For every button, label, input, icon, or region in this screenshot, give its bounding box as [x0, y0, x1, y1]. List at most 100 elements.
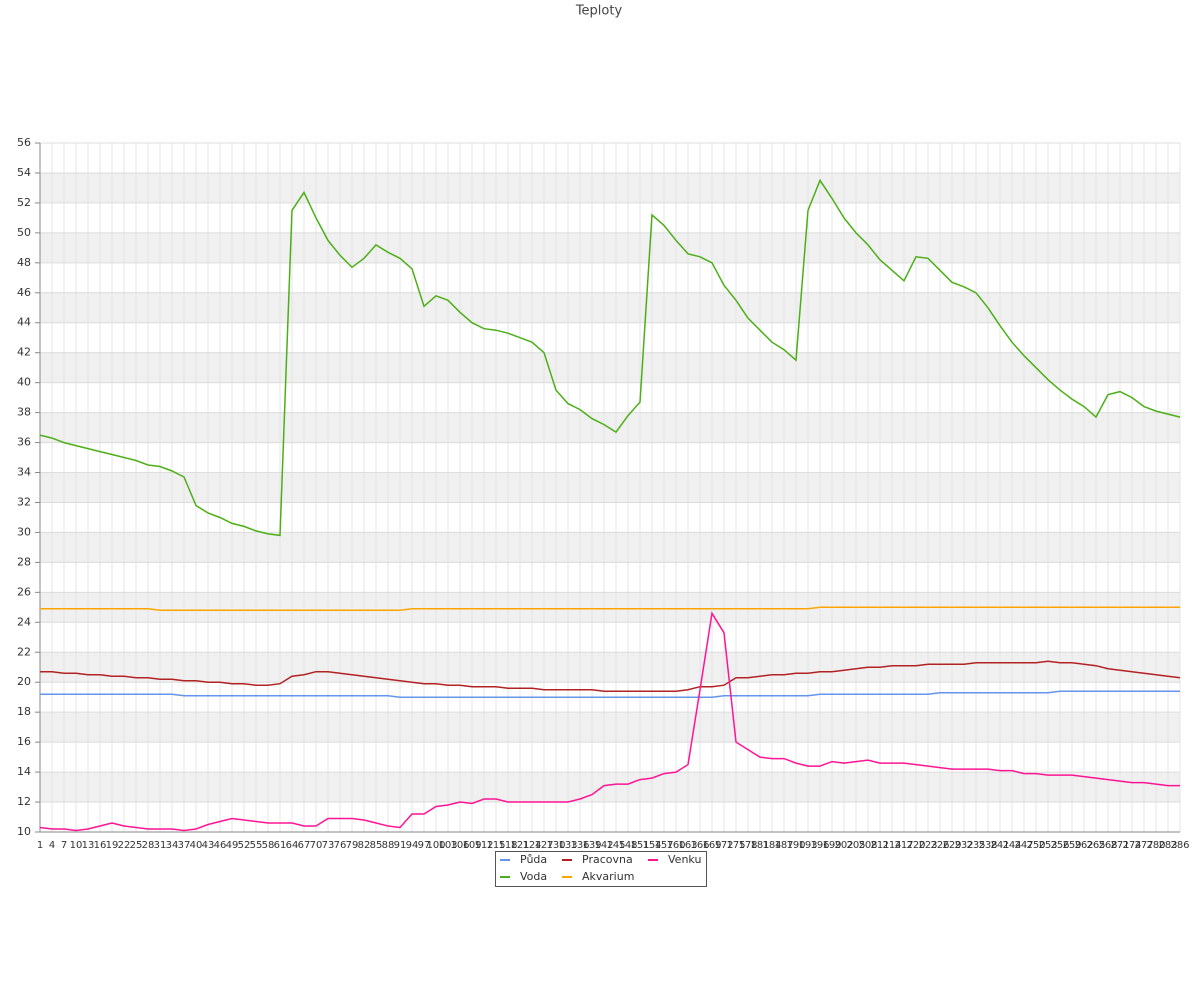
y-tick-label: 40: [17, 376, 31, 389]
x-tick-label: 229: [942, 840, 961, 851]
x-tick-label: 148: [618, 840, 637, 851]
x-tick-label: 112: [474, 840, 493, 851]
x-tick-label: 133: [558, 840, 577, 851]
y-tick-label: 36: [17, 436, 31, 449]
x-tick-label: 211: [870, 840, 889, 851]
x-tick-label: 283: [1158, 840, 1177, 851]
x-tick-label: 61: [274, 840, 287, 851]
x-tick-label: 139: [582, 840, 601, 851]
x-tick-label: 157: [654, 840, 673, 851]
x-tick-label: 64: [286, 840, 299, 851]
x-tick-label: 154: [642, 840, 661, 851]
x-tick-label: 169: [702, 840, 721, 851]
y-tick-label: 12: [17, 795, 31, 808]
x-tick-label: 199: [822, 840, 841, 851]
x-tick-label: 7: [61, 840, 67, 851]
y-tick-label: 20: [17, 675, 31, 688]
x-tick-label: 145: [606, 840, 625, 851]
x-tick-label: 73: [322, 840, 335, 851]
x-tick-label: 196: [810, 840, 829, 851]
y-tick-label: 46: [17, 286, 31, 299]
x-tick-label: 277: [1134, 840, 1153, 851]
grid-band: [40, 232, 1180, 263]
x-tick-label: 106: [450, 840, 469, 851]
x-tick-label: 88: [382, 840, 395, 851]
x-tick-label: 124: [522, 840, 541, 851]
x-tick-label: 46: [214, 840, 227, 851]
grid-band: [40, 772, 1180, 803]
x-tick-label: 244: [1002, 840, 1021, 851]
x-tick-label: 271: [1110, 840, 1129, 851]
y-tick-label: 54: [17, 166, 31, 179]
x-tick-label: 238: [978, 840, 997, 851]
x-tick-label: 178: [738, 840, 757, 851]
y-tick-label: 32: [17, 495, 31, 508]
x-tick-label: 49: [226, 840, 239, 851]
x-tick-label: 76: [334, 840, 347, 851]
x-tick-label: 94: [406, 840, 419, 851]
y-tick-label: 44: [17, 316, 31, 329]
grid-band: [40, 352, 1180, 383]
grid-band: [40, 472, 1180, 503]
x-tick-label: 220: [906, 840, 925, 851]
y-tick-label: 18: [17, 705, 31, 718]
series-line: [39, 611, 1180, 832]
x-tick-label: 115: [486, 840, 505, 851]
x-tick-label: 55: [250, 840, 263, 851]
x-tick-label: 262: [1074, 840, 1093, 851]
series-line: [40, 660, 1181, 692]
x-tick-label: 202: [834, 840, 853, 851]
x-tick-label: 214: [882, 840, 901, 851]
x-tick-label: 247: [1014, 840, 1033, 851]
x-tick-label: 1: [37, 840, 43, 851]
x-tick-label: 175: [726, 840, 745, 851]
y-tick-label: 30: [17, 525, 31, 538]
x-tick-label: 97: [418, 840, 431, 851]
y-tick-label: 52: [17, 196, 31, 209]
x-tick-label: 163: [678, 840, 697, 851]
x-tick-label: 166: [690, 840, 709, 851]
y-tick-label: 34: [17, 466, 31, 479]
y-tick-label: 50: [17, 226, 31, 239]
x-tick-label: 217: [894, 840, 913, 851]
x-tick-label: 121: [510, 840, 529, 851]
y-tick-label: 56: [17, 136, 31, 149]
y-tick-label: 42: [17, 346, 31, 359]
x-tick-label: 130: [546, 840, 565, 851]
x-tick-label: 100: [426, 840, 445, 851]
y-tick-label: 48: [17, 256, 31, 269]
x-tick-label: 10: [70, 840, 83, 851]
legend-label: Voda: [520, 870, 547, 883]
legend-label: Půda: [520, 853, 547, 866]
x-tick-label: 232: [954, 840, 973, 851]
x-tick-label: 193: [798, 840, 817, 851]
x-tick-label: 40: [190, 840, 203, 851]
x-tick-label: 184: [762, 840, 781, 851]
x-tick-label: 256: [1050, 840, 1069, 851]
x-tick-label: 274: [1122, 840, 1141, 851]
x-tick-label: 79: [346, 840, 359, 851]
x-tick-label: 19: [106, 840, 119, 851]
x-tick-label: 31: [154, 840, 167, 851]
x-tick-label: 34: [166, 840, 179, 851]
x-tick-label: 136: [570, 840, 589, 851]
legend-label: Pracovna: [582, 853, 633, 866]
x-tick-label: 58: [262, 840, 275, 851]
x-tick-label: 286: [1170, 840, 1189, 851]
x-tick-label: 37: [178, 840, 191, 851]
grid-band: [40, 532, 1180, 563]
x-tick-label: 70: [310, 840, 323, 851]
x-tick-label: 142: [594, 840, 613, 851]
x-tick-label: 13: [82, 840, 95, 851]
x-tick-label: 109: [462, 840, 481, 851]
x-tick-label: 52: [238, 840, 251, 851]
x-tick-label: 67: [298, 840, 311, 851]
y-tick-label: 10: [17, 825, 31, 838]
x-tick-label: 235: [966, 840, 985, 851]
legend-label: Akvarium: [582, 870, 634, 883]
x-tick-label: 103: [438, 840, 457, 851]
x-tick-label: 226: [930, 840, 949, 851]
y-tick-label: 38: [17, 406, 31, 419]
x-tick-label: 82: [358, 840, 371, 851]
